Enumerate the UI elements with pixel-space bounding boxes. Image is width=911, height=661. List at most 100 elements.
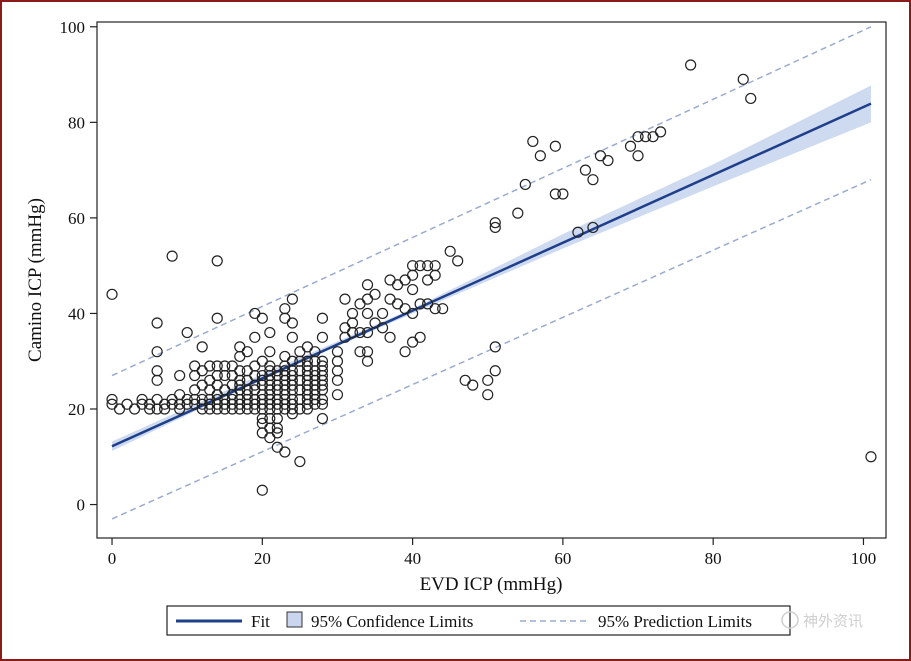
y-tick-label: 40 [68,304,85,323]
fit-line-group [111,102,872,448]
data-point [602,154,614,167]
data-point [376,307,389,320]
y-tick-label: 0 [77,496,86,515]
data-point [444,245,456,257]
data-point [316,312,329,324]
data-point [286,331,298,343]
data-point [467,379,479,391]
data-point [527,135,539,148]
watermark-logo-icon [781,611,799,629]
data-point [587,174,599,186]
data-point [279,446,291,458]
data-point [106,393,118,406]
data-point [572,226,584,238]
data-point [369,288,381,300]
data-point [249,331,261,343]
data-point [624,140,637,152]
data-point [354,326,366,339]
data-point [407,307,419,320]
data-point [549,188,561,200]
data-point [549,140,561,152]
data-point [241,346,253,358]
data-point [489,365,501,377]
y-axis: 0 20 40 60 80 100 [60,18,97,515]
data-point [489,341,501,353]
data-point [414,260,426,272]
x-tick-label: 100 [851,549,877,568]
data-point [414,298,426,310]
data-point [264,326,276,339]
data-point [489,221,501,234]
fit-line [111,102,872,448]
data-point [219,369,231,382]
data-point [166,250,178,262]
data-point [271,422,283,434]
x-axis: 0 20 40 60 80 100 [108,538,876,568]
x-tick-label: 0 [108,549,117,568]
data-point [316,398,329,410]
data-points-group [106,59,877,496]
legend-prediction-label: 95% Prediction Limits [598,612,752,631]
data-point [429,303,441,315]
y-tick-label: 80 [68,113,85,132]
data-point [151,346,163,358]
data-point [316,379,329,391]
data-point [414,331,426,343]
data-point [519,178,531,191]
data-point [151,317,163,329]
x-tick-label: 20 [254,549,271,568]
data-point [286,403,298,415]
data-point [331,389,344,401]
data-point [106,288,118,300]
data-point [384,331,396,343]
data-point [512,207,524,219]
data-point [399,346,411,358]
plot-area [96,21,887,539]
data-point [271,427,283,439]
data-point [654,126,667,138]
legend-confidence-label: 95% Confidence Limits [311,612,473,631]
data-point [286,317,298,329]
data-point [407,283,419,296]
data-point [211,312,223,324]
data-point [316,412,329,425]
data-point [181,326,193,339]
data-point [361,279,374,291]
data-point [174,369,186,382]
data-point [407,269,419,281]
data-point [632,131,644,143]
x-tick-label: 60 [554,549,571,568]
watermark-text: 神外资讯 [803,612,863,630]
data-point [376,322,389,334]
data-point [361,326,374,339]
data-point [557,188,569,200]
data-point [865,451,877,463]
data-point [685,59,697,71]
data-point [204,360,216,372]
data-point [151,374,163,386]
data-point [256,312,268,324]
legend: Fit 95% Confidence Limits 95% Prediction… [166,605,791,636]
data-point [256,412,268,425]
data-point [294,455,306,468]
watermark: 神外资讯 [781,611,863,630]
data-point [639,131,652,143]
y-tick-label: 20 [68,400,85,419]
data-point [534,150,546,162]
legend-box [166,605,791,636]
data-point [346,326,359,339]
data-point [489,217,501,229]
data-point [482,374,494,386]
data-point [211,255,223,267]
y-axis-title: Camino ICP (mmHg) [25,198,46,362]
data-point [316,331,329,343]
data-point [256,484,268,496]
data-point [196,341,208,353]
data-point [579,164,592,176]
data-point [339,293,351,305]
data-point [264,346,276,358]
x-tick-label: 40 [404,549,421,568]
y-tick-label: 60 [68,209,85,228]
